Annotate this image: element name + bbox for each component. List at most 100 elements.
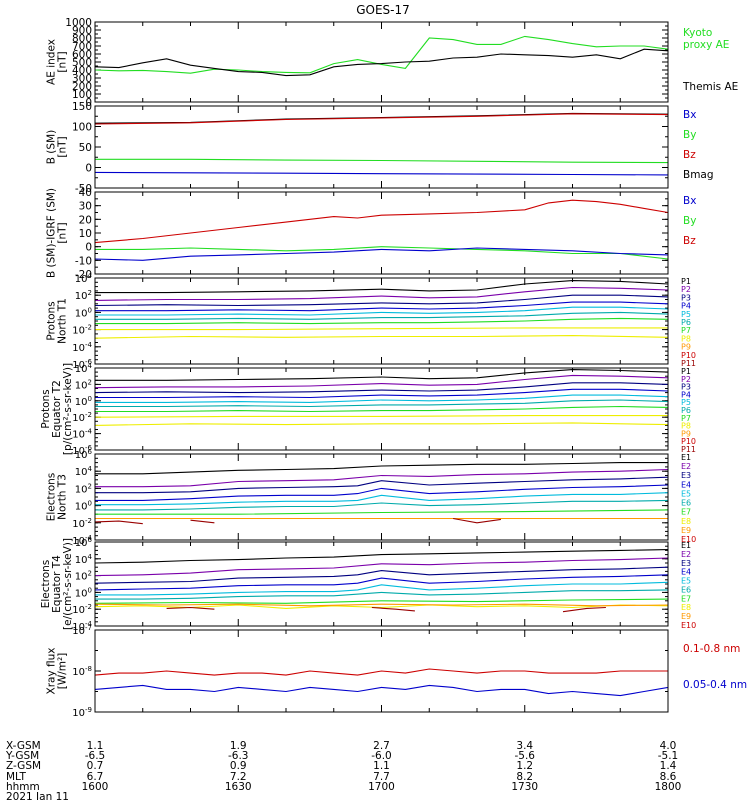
panel-5: 104 102 100 10-2 10-4 10-6 Protons Equator T2 [p… — [40, 362, 696, 457]
y-axis-label: Protons — [40, 389, 52, 428]
series-line — [95, 247, 668, 261]
legend-label: E7 — [681, 594, 691, 603]
y-tick-label: 102 — [75, 482, 92, 495]
x-tick-value: 7.7 — [373, 771, 390, 783]
y-axis-label: [nT] — [57, 136, 69, 157]
series-line — [95, 574, 668, 591]
y-tick-label: -20 — [75, 269, 92, 281]
plot-frame — [94, 21, 669, 103]
y-tick-label: 100 — [72, 122, 92, 134]
figure-title: GOES-17 — [356, 3, 410, 17]
y-tick-label: 0 — [85, 242, 92, 254]
y-tick-label: 106 — [75, 536, 93, 549]
y-tick-label: 102 — [75, 378, 92, 391]
legend-label: By — [683, 129, 696, 141]
series-line — [95, 388, 668, 399]
plot-frame — [94, 367, 669, 451]
legend-label: P8 — [681, 334, 691, 343]
y-tick-label: 10-6 — [72, 358, 92, 371]
legend-label: Bx — [683, 195, 696, 207]
x-tick-value: 1600 — [82, 781, 109, 793]
y-tick-label: 100 — [75, 586, 92, 599]
legend-label: P3 — [681, 383, 691, 392]
series-line — [95, 394, 668, 403]
x-row-label: Y-GSM — [5, 750, 39, 762]
x-tick-value: -5.6 — [515, 750, 536, 762]
series-group — [95, 112, 668, 176]
x-tick-value: 8.2 — [516, 771, 533, 783]
series-line — [562, 606, 606, 613]
plot-frame — [94, 277, 669, 365]
legend-label: P10 — [681, 351, 696, 360]
y-axis-label: B (SM)-IGRF (SM) — [46, 188, 58, 278]
series-line — [95, 246, 668, 260]
x-tick-value: 6.7 — [87, 771, 104, 783]
x-tick-value: 1.1 — [87, 740, 104, 752]
series-line — [95, 280, 668, 294]
series-line — [95, 113, 668, 125]
y-axis-label: B (SM) — [46, 130, 58, 164]
series-line — [95, 415, 668, 418]
legend-label: P1 — [681, 277, 691, 286]
panel-7: 106 104 102 100 10-2 10-4 Electrons Equator T4[… — [40, 536, 696, 633]
legend-label: E1 — [681, 453, 691, 462]
x-tick-value: 1.4 — [660, 760, 677, 772]
legend-label: P8 — [681, 422, 691, 431]
series-line — [95, 598, 668, 604]
series-line — [95, 327, 668, 331]
legend-label: E9 — [681, 526, 691, 535]
y-axis-label: [nT] — [57, 222, 69, 243]
legend-label: P6 — [681, 406, 691, 415]
y-tick-label: 106 — [75, 448, 93, 461]
y-tick-label: 104 — [75, 272, 93, 285]
plot-frame — [94, 541, 669, 627]
y-tick-label: -10 — [75, 255, 92, 267]
legend-label: P11 — [681, 359, 696, 368]
series-line — [95, 158, 668, 164]
y-tick-label: 20 — [79, 214, 92, 226]
series-group — [95, 668, 668, 697]
legend-label: E6 — [681, 499, 691, 508]
y-tick-label: 800 — [72, 33, 92, 45]
x-tick-value: 1800 — [655, 781, 682, 793]
legend-label: 0.05-0.4 nm — [683, 679, 747, 691]
legend-label: P2 — [681, 375, 691, 384]
legend-label: E2 — [681, 462, 691, 471]
x-row-label: MLT — [6, 771, 26, 783]
y-tick-label: 100 — [75, 500, 92, 513]
legend-label: proxy AE — [683, 39, 729, 51]
series-line — [95, 499, 668, 511]
plot-frame — [94, 191, 669, 275]
x-tick-value: 2.7 — [373, 740, 390, 752]
y-tick-label: 102 — [75, 289, 92, 302]
y-tick-label: 10-4 — [72, 620, 92, 633]
legend-label: P1 — [681, 367, 691, 376]
legend-label: E8 — [681, 603, 691, 612]
series-line — [95, 603, 668, 607]
series-line — [95, 668, 668, 676]
legend-label: P10 — [681, 437, 696, 446]
series-line — [95, 468, 668, 488]
y-tick-label: 0 — [85, 97, 92, 109]
y-axis-label: North T1 — [57, 298, 69, 344]
legend-label: E7 — [681, 508, 691, 517]
series-line — [453, 517, 501, 524]
series-line — [95, 509, 668, 515]
legend-label: P5 — [681, 398, 691, 407]
y-axis-label: [nT] — [57, 51, 69, 72]
legend-label: 0.1-0.8 nm — [683, 643, 740, 655]
series-line — [95, 35, 668, 74]
y-tick-label: 104 — [75, 465, 93, 478]
legend-label: P5 — [681, 310, 691, 319]
y-tick-label: 0 — [85, 163, 92, 175]
x-tick-value: 4.0 — [660, 740, 677, 752]
y-tick-label: 10-4 — [72, 534, 92, 547]
y-axis-label: Equator T4 — [51, 555, 63, 613]
panel-4: 104 102 100 10-2 10-4 10-6 Protons North T1 P1P2… — [46, 272, 697, 371]
legend-label: E10 — [681, 621, 696, 630]
plot-frame — [94, 453, 669, 541]
series-line — [95, 199, 668, 244]
